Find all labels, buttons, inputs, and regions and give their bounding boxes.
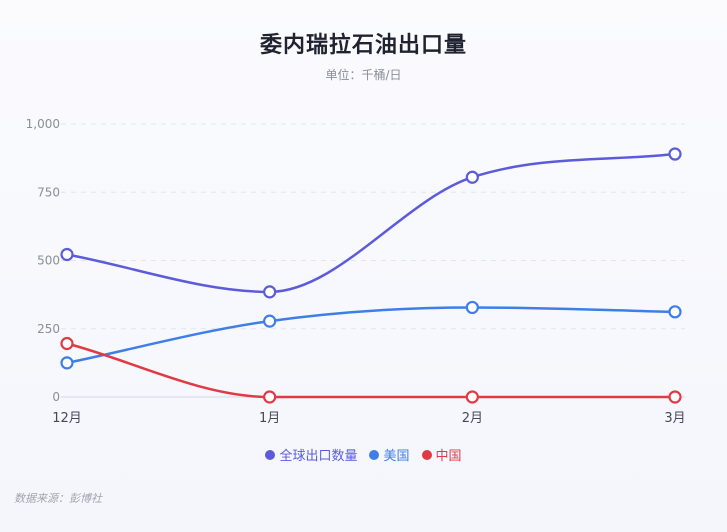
legend: 全球出口数量 美国 中国 — [0, 445, 727, 464]
x-tick-label: 12月 — [52, 411, 82, 426]
series-line — [66, 152, 676, 294]
legend-label: 中国 — [435, 449, 462, 464]
series-line — [66, 306, 676, 365]
data-point[interactable] — [263, 285, 277, 299]
data-point[interactable] — [263, 390, 277, 404]
chart-title: 委内瑞拉石油出口量 — [259, 33, 467, 58]
legend-label: 美国 — [383, 449, 410, 464]
legend-label: 全球出口数量 — [279, 449, 358, 464]
series-group — [60, 147, 682, 404]
legend-dot-icon — [369, 449, 380, 460]
data-point[interactable] — [668, 147, 682, 161]
data-point[interactable] — [60, 336, 74, 351]
data-point[interactable] — [60, 356, 74, 370]
y-tick-label: 0 — [52, 390, 60, 404]
x-tick-label: 3月 — [664, 411, 685, 426]
chart-subtitle: 单位：千桶/日 — [325, 68, 402, 82]
x-axis: 12月 1月 2月 3月 — [52, 411, 685, 426]
legend-item[interactable]: 中国 — [421, 445, 462, 464]
legend-dot-icon — [421, 449, 432, 460]
x-tick-label: 1月 — [259, 411, 280, 426]
data-point[interactable] — [668, 305, 682, 319]
y-tick-label: 250 — [37, 322, 60, 336]
data-source: 数据来源：彭博社 — [14, 492, 102, 505]
y-tick-label: 1,000 — [26, 117, 60, 131]
legend-dot-icon — [265, 449, 276, 460]
x-tick-label: 2月 — [462, 411, 483, 426]
y-tick-label: 500 — [37, 254, 60, 268]
y-tick-label: 750 — [37, 185, 60, 199]
series-line — [66, 342, 675, 399]
data-point[interactable] — [465, 300, 479, 315]
data-point[interactable] — [60, 247, 74, 262]
data-point[interactable] — [465, 390, 479, 404]
data-point[interactable] — [263, 314, 277, 328]
data-point[interactable] — [465, 170, 479, 184]
legend-item[interactable]: 全球出口数量 — [265, 445, 357, 464]
legend-item[interactable]: 美国 — [369, 445, 410, 464]
data-point[interactable] — [668, 390, 682, 404]
y-axis: 0 250 500 750 1,000 — [26, 117, 60, 404]
grid-lines — [61, 123, 685, 398]
